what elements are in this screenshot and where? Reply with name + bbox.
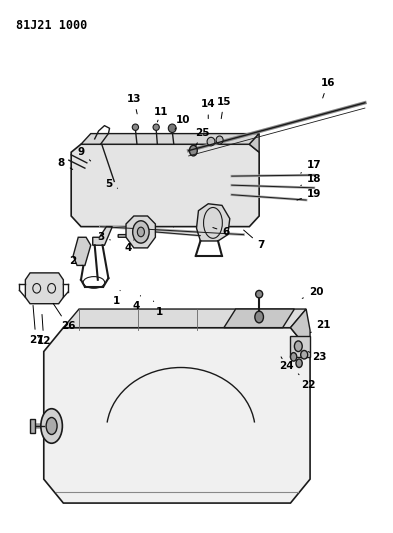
Text: 4: 4 bbox=[132, 296, 141, 311]
Text: 1: 1 bbox=[113, 290, 120, 306]
Ellipse shape bbox=[255, 290, 263, 298]
Text: 7: 7 bbox=[244, 230, 265, 250]
Ellipse shape bbox=[216, 136, 223, 144]
Text: 16: 16 bbox=[320, 78, 335, 98]
Ellipse shape bbox=[296, 359, 302, 368]
Ellipse shape bbox=[168, 124, 176, 133]
Text: 2: 2 bbox=[70, 256, 83, 266]
Text: 18: 18 bbox=[301, 174, 321, 185]
Text: 24: 24 bbox=[279, 357, 294, 372]
Text: 27: 27 bbox=[29, 305, 43, 345]
Polygon shape bbox=[63, 309, 306, 328]
Ellipse shape bbox=[294, 341, 302, 352]
Text: 81J21 1000: 81J21 1000 bbox=[17, 19, 88, 33]
Text: 3: 3 bbox=[97, 232, 110, 243]
Text: 14: 14 bbox=[201, 99, 216, 119]
Text: 17: 17 bbox=[301, 160, 321, 173]
Polygon shape bbox=[44, 328, 310, 503]
Ellipse shape bbox=[133, 221, 149, 243]
Text: 12: 12 bbox=[37, 314, 51, 346]
Text: 5: 5 bbox=[105, 179, 118, 189]
Ellipse shape bbox=[41, 409, 62, 443]
Text: 1: 1 bbox=[153, 301, 163, 317]
Polygon shape bbox=[224, 309, 294, 328]
Ellipse shape bbox=[255, 311, 263, 323]
Text: 22: 22 bbox=[298, 374, 315, 390]
Ellipse shape bbox=[153, 124, 159, 131]
Text: 8: 8 bbox=[58, 158, 73, 169]
Text: 15: 15 bbox=[217, 96, 231, 119]
Ellipse shape bbox=[138, 227, 144, 237]
Text: 6: 6 bbox=[213, 227, 230, 237]
Polygon shape bbox=[118, 227, 136, 237]
Polygon shape bbox=[126, 216, 155, 248]
Text: 19: 19 bbox=[297, 189, 321, 200]
Ellipse shape bbox=[301, 351, 308, 359]
Text: 11: 11 bbox=[154, 107, 169, 122]
Polygon shape bbox=[71, 144, 259, 227]
Ellipse shape bbox=[189, 146, 197, 156]
Text: 20: 20 bbox=[302, 287, 323, 298]
Polygon shape bbox=[81, 134, 259, 144]
Polygon shape bbox=[290, 336, 310, 357]
Polygon shape bbox=[26, 273, 63, 304]
Polygon shape bbox=[196, 204, 230, 241]
Text: 21: 21 bbox=[310, 320, 331, 333]
Ellipse shape bbox=[132, 124, 139, 131]
Polygon shape bbox=[30, 418, 35, 433]
Text: 9: 9 bbox=[77, 147, 91, 161]
Ellipse shape bbox=[207, 138, 215, 146]
Text: 4: 4 bbox=[124, 240, 134, 253]
Polygon shape bbox=[290, 309, 310, 352]
Ellipse shape bbox=[290, 353, 297, 361]
Polygon shape bbox=[73, 237, 91, 265]
Polygon shape bbox=[250, 134, 259, 152]
Text: 13: 13 bbox=[127, 94, 141, 114]
Text: 25: 25 bbox=[195, 127, 209, 146]
Ellipse shape bbox=[46, 417, 57, 434]
Text: 26: 26 bbox=[53, 303, 75, 331]
Text: 23: 23 bbox=[308, 352, 327, 362]
Text: 10: 10 bbox=[175, 115, 190, 130]
Polygon shape bbox=[93, 227, 112, 245]
